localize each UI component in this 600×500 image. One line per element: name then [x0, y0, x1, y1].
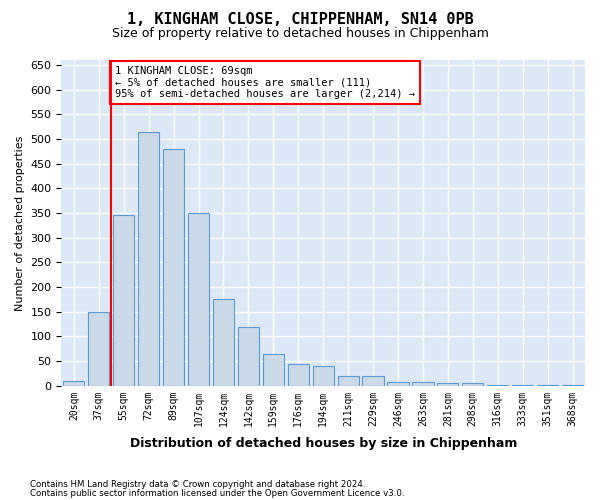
Text: Contains HM Land Registry data © Crown copyright and database right 2024.: Contains HM Land Registry data © Crown c… — [30, 480, 365, 489]
Bar — [88, 312, 109, 386]
Text: Contains public sector information licensed under the Open Government Licence v3: Contains public sector information licen… — [30, 488, 404, 498]
Bar — [462, 384, 484, 386]
Bar — [263, 354, 284, 386]
Text: Size of property relative to detached houses in Chippenham: Size of property relative to detached ho… — [112, 28, 488, 40]
Bar — [138, 132, 159, 386]
Bar — [238, 326, 259, 386]
Bar — [338, 376, 359, 386]
Bar — [437, 384, 458, 386]
Bar — [188, 213, 209, 386]
X-axis label: Distribution of detached houses by size in Chippenham: Distribution of detached houses by size … — [130, 437, 517, 450]
Bar — [537, 385, 558, 386]
Text: 1 KINGHAM CLOSE: 69sqm
← 5% of detached houses are smaller (111)
95% of semi-det: 1 KINGHAM CLOSE: 69sqm ← 5% of detached … — [115, 66, 415, 99]
Bar — [163, 149, 184, 386]
Bar — [113, 216, 134, 386]
Bar — [388, 382, 409, 386]
Bar — [412, 382, 434, 386]
Bar — [213, 300, 234, 386]
Bar — [362, 376, 383, 386]
Bar — [487, 385, 508, 386]
Bar — [512, 385, 533, 386]
Bar — [63, 381, 85, 386]
Y-axis label: Number of detached properties: Number of detached properties — [15, 135, 25, 310]
Text: 1, KINGHAM CLOSE, CHIPPENHAM, SN14 0PB: 1, KINGHAM CLOSE, CHIPPENHAM, SN14 0PB — [127, 12, 473, 28]
Bar — [287, 364, 309, 386]
Bar — [313, 366, 334, 386]
